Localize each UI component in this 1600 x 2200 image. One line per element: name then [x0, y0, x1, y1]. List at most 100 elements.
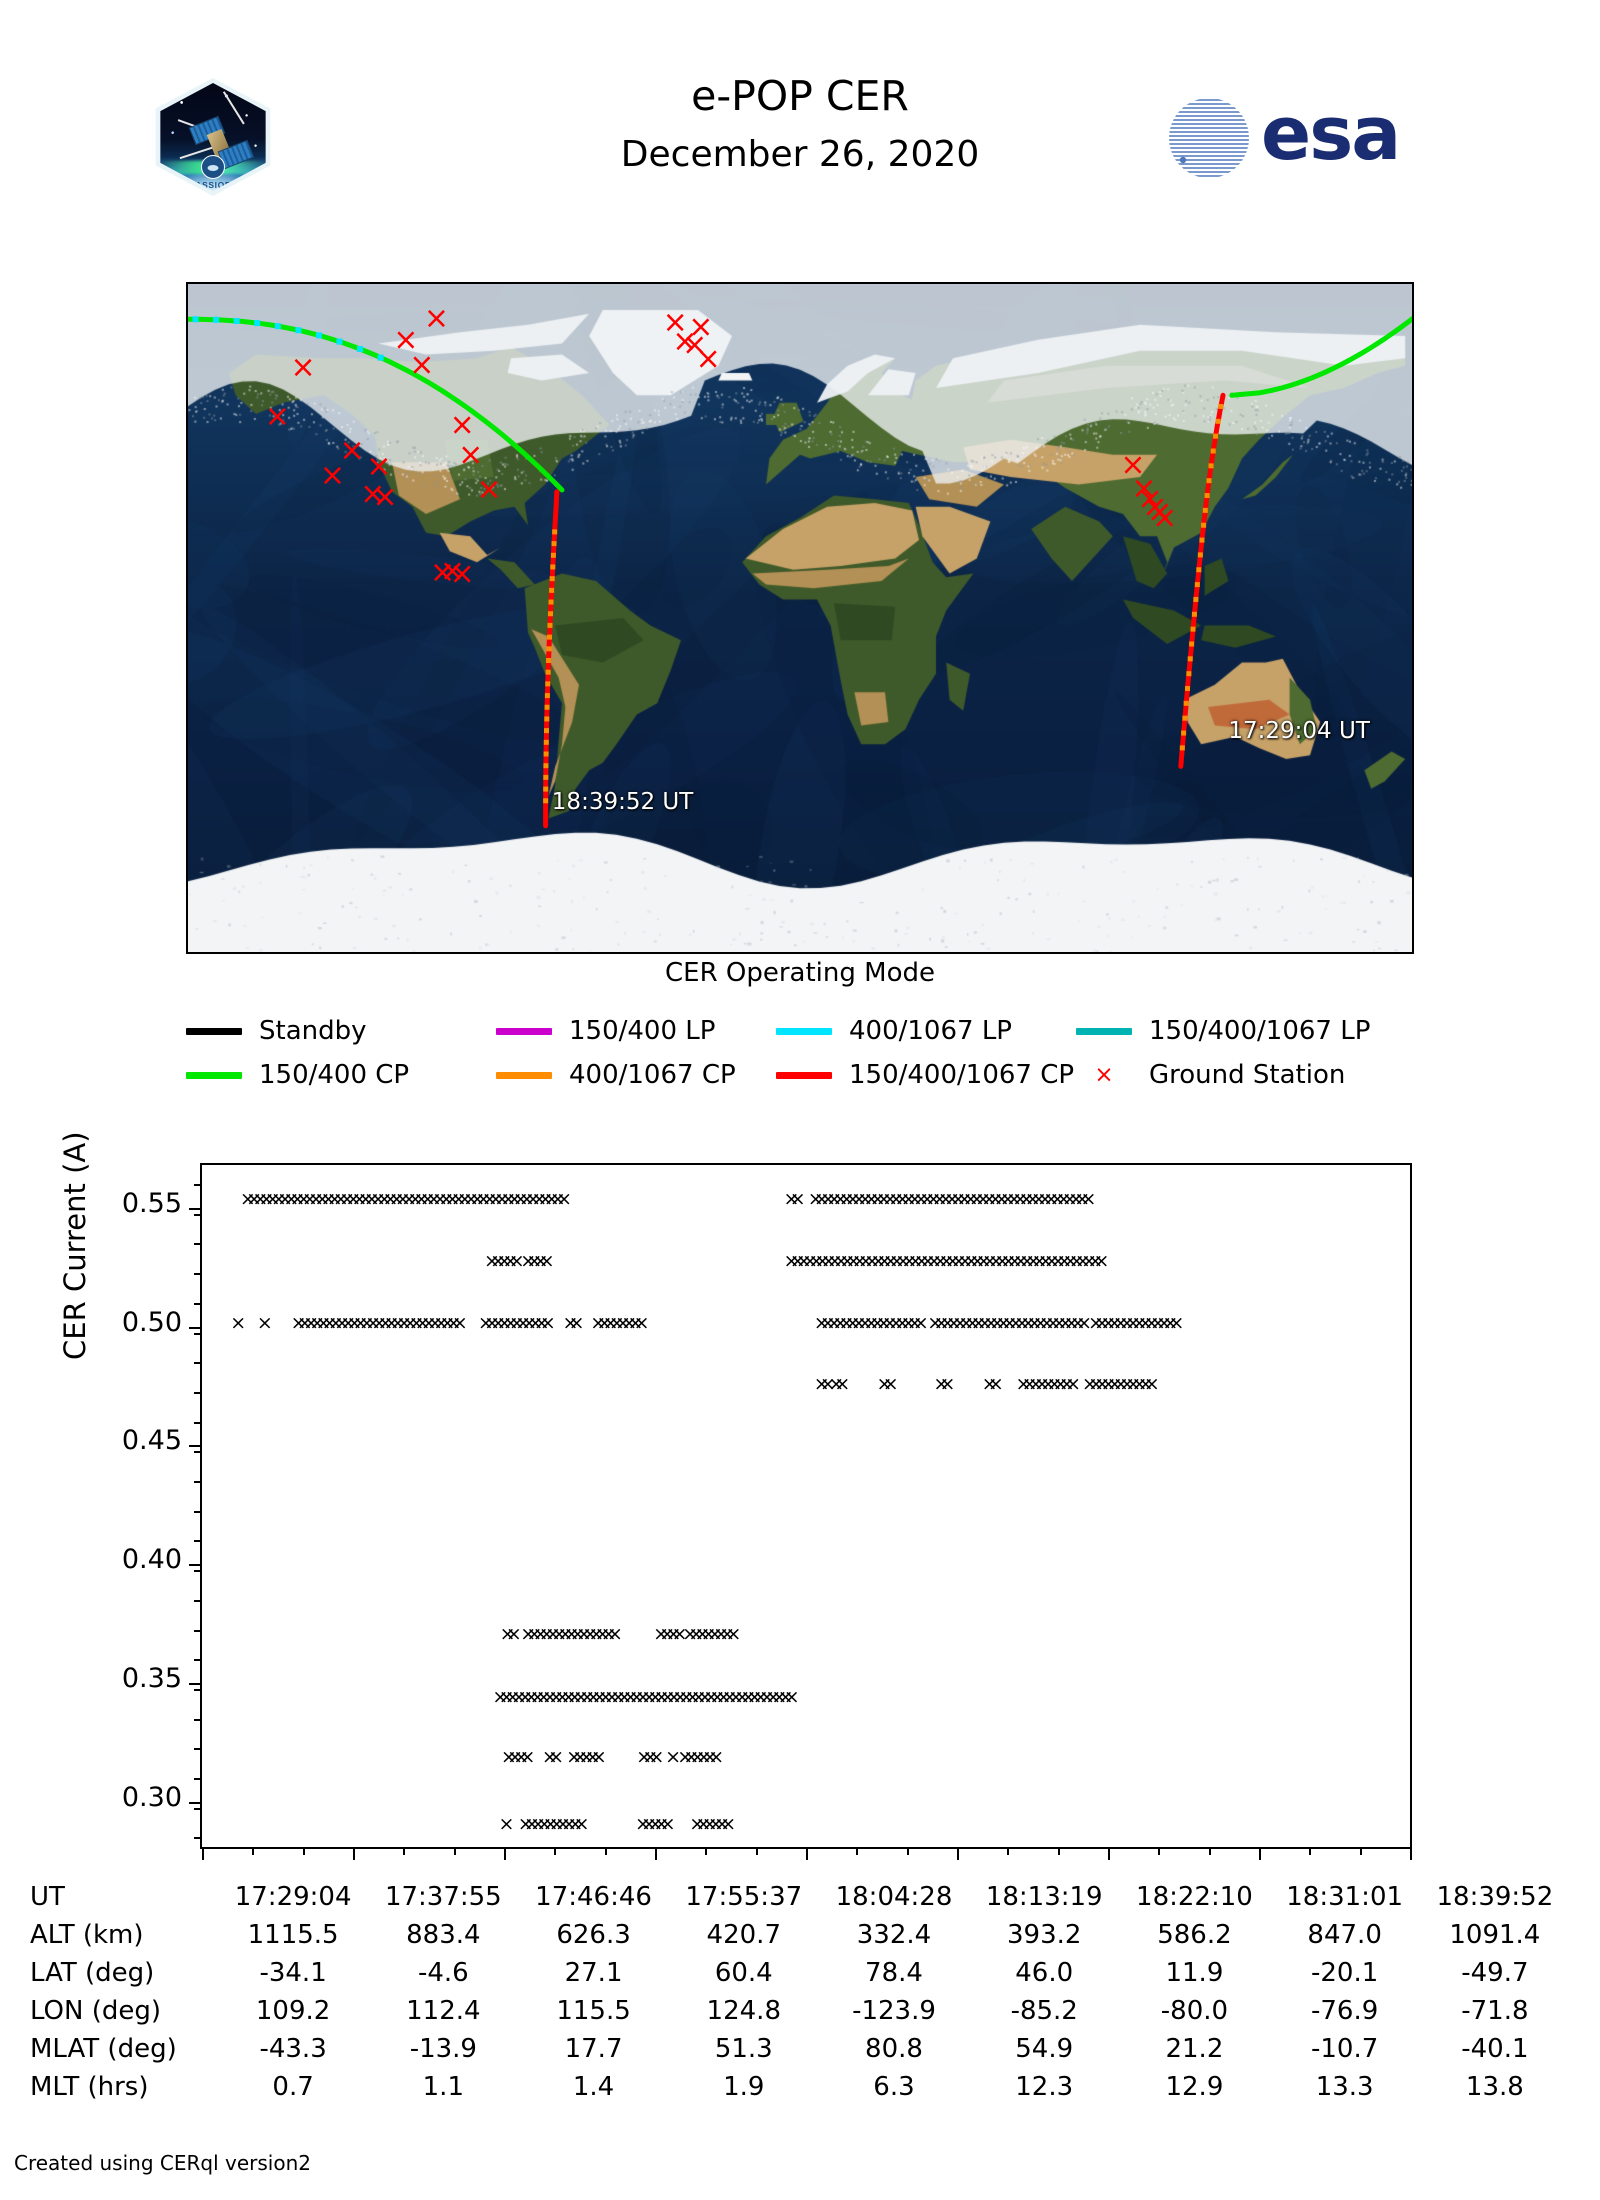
ephemeris-table: UT 17:29:04 17:37:55 17:46:46 17:55:37 18:04:…	[30, 1878, 1570, 2106]
table-cell: 11.9	[1119, 1954, 1269, 1992]
y-axis-tick-label: 0.40	[52, 1544, 182, 1575]
x-axis-tick	[353, 1847, 355, 1860]
track-mode-fleck	[357, 346, 363, 352]
table-row: UT 17:29:04 17:37:55 17:46:46 17:55:37 18:04:…	[30, 1878, 1570, 1916]
table-cell: -71.8	[1420, 1992, 1570, 2030]
legend-item-standby: Standby	[186, 1010, 367, 1052]
x-axis-tick	[504, 1847, 506, 1860]
data-point-marker: ×	[538, 1253, 555, 1270]
legend-color-swatch	[776, 1072, 832, 1079]
x-axis-tick	[1410, 1847, 1412, 1860]
track-mode-fleck	[295, 327, 301, 333]
track-mode-fleck	[551, 553, 556, 558]
table-cell: -4.6	[368, 1954, 518, 1992]
y-axis-minor-tick	[194, 1748, 202, 1750]
track-mode-fleck	[254, 320, 260, 326]
track-mode-fleck	[1201, 523, 1206, 528]
table-cell: 80.8	[819, 2030, 969, 2068]
legend-item-label: 400/1067 CP	[569, 1060, 736, 1090]
table-row-label: ALT (km)	[30, 1916, 218, 1954]
track-mode-fleck	[1205, 493, 1210, 498]
track-mode-fleck	[1192, 612, 1197, 617]
table-cell: 18:04:28	[819, 1878, 969, 1916]
legend-item-label: Standby	[259, 1016, 367, 1046]
data-point-marker: ×	[834, 1376, 851, 1393]
track-mode-fleck	[543, 763, 548, 768]
data-point-marker: ×	[573, 1816, 590, 1833]
track-mode-fleck	[1207, 478, 1212, 483]
data-point-marker: ×	[1168, 1315, 1185, 1332]
y-axis-minor-tick	[194, 1362, 202, 1364]
x-axis-minor-tick	[1360, 1847, 1362, 1855]
x-axis-minor-tick	[1007, 1847, 1009, 1855]
track-mode-fleck	[1186, 671, 1191, 676]
data-point-marker: ×	[539, 1315, 556, 1332]
esa-wordmark: esa	[1261, 88, 1399, 180]
table-row: MLAT (deg) -43.3 -13.9 17.7 51.3 80.8 54.9 21.2…	[30, 2030, 1570, 2068]
legend-item-ground-station: × Ground Station	[1076, 1054, 1345, 1096]
data-point-marker: ×	[451, 1315, 468, 1332]
table-cell: -76.9	[1270, 1992, 1420, 2030]
ground-station-marker: ×	[265, 399, 290, 434]
track-overlay: ××××××× ××××××××××××××××××××	[188, 284, 1412, 952]
ground-station-marker: ×	[290, 350, 315, 385]
data-point-marker: ×	[659, 1816, 676, 1833]
track-mode-fleck	[1203, 508, 1208, 513]
data-point-marker: ×	[939, 1376, 956, 1393]
track-end-time-label: 18:39:52 UT	[552, 789, 694, 815]
table-cell: 883.4	[368, 1916, 518, 1954]
track-mode-fleck	[547, 623, 552, 628]
table-cell: -13.9	[368, 2030, 518, 2068]
footer-note: Created using CERql version2	[14, 2151, 311, 2175]
track-mode-fleck	[1182, 716, 1187, 721]
ground-track-map[interactable]: × × × × × × × × × × × × × × × × × × × × × × × × × × × 17:29:04 UT …	[186, 282, 1414, 954]
track-mode-fleck	[1211, 449, 1216, 454]
track-mode-fleck	[546, 670, 551, 675]
table-row-label: LON (deg)	[30, 1992, 218, 2030]
table-row: LAT (deg) -34.1 -4.6 27.1 60.4 78.4 46.0 11.9 -2…	[30, 1954, 1570, 1992]
legend-color-swatch	[186, 1028, 242, 1035]
table-cell: -20.1	[1270, 1954, 1420, 1992]
operating-mode-legend: Standby 150/400 LP 400/1067 LP 150/400/1067…	[186, 1010, 1431, 1100]
x-axis-minor-tick	[1058, 1847, 1060, 1855]
table-cell: 17.7	[518, 2030, 668, 2068]
data-point-marker: ×	[1080, 1191, 1097, 1208]
track-mode-fleck	[1180, 745, 1185, 750]
ground-station-marker: ×	[688, 309, 713, 344]
data-point-marker: ×	[987, 1376, 1004, 1393]
legend-item-label: 150/400/1067 LP	[1149, 1016, 1370, 1046]
ground-station-marker: ×	[477, 472, 502, 507]
plot-data-region: × × × × × × × × × × × × × × × × × × × × × × × × × × × × × × × × × × × × × × × ×…	[202, 1165, 1410, 1847]
legend-item-label: 150/400 CP	[259, 1060, 409, 1090]
x-axis-minor-tick	[303, 1847, 305, 1855]
x-axis-minor-tick	[1158, 1847, 1160, 1855]
track-mode-fleck	[544, 740, 549, 745]
table-row-label: UT	[30, 1878, 218, 1916]
table-row: ALT (km) 1115.5 883.4 626.3 420.7 332.4 393.2 5…	[30, 1916, 1570, 1954]
ground-station-marker: ×	[458, 438, 483, 473]
y-axis-minor-tick	[194, 1184, 202, 1186]
x-axis-tick	[806, 1847, 808, 1860]
y-axis-minor-tick	[194, 1422, 202, 1424]
data-point-marker: ×	[606, 1626, 623, 1643]
table-cell: 51.3	[669, 2030, 819, 2068]
table-row: LON (deg) 109.2 112.4 115.5 124.8 -123.9 -85.2…	[30, 1992, 1570, 2030]
x-axis-minor-tick	[454, 1847, 456, 1855]
table-cell: 54.9	[969, 2030, 1119, 2068]
table-cell: -10.7	[1270, 2030, 1420, 2068]
x-axis-tick	[1108, 1847, 1110, 1860]
cer-current-scatter-plot[interactable]: × × × × × × × × × × × × × × × × × × × × × × × × × × × × × × × × × × × × × × × ×…	[200, 1163, 1412, 1849]
track-mode-fleck	[316, 332, 322, 338]
y-axis-tick	[189, 1327, 202, 1329]
track-mode-fleck	[543, 775, 548, 780]
table-cell: -40.1	[1420, 2030, 1570, 2068]
data-point-marker: ×	[708, 1749, 725, 1766]
track-mode-fleck	[552, 529, 557, 534]
y-axis-tick-label: 0.55	[52, 1188, 182, 1219]
track-mode-fleck	[1184, 701, 1189, 706]
ground-station-marker: ×	[1152, 500, 1177, 535]
x-axis-minor-tick	[403, 1847, 405, 1855]
y-axis-minor-tick	[194, 1719, 202, 1721]
table-cell: 112.4	[368, 1992, 518, 2030]
x-axis-minor-tick	[554, 1847, 556, 1855]
